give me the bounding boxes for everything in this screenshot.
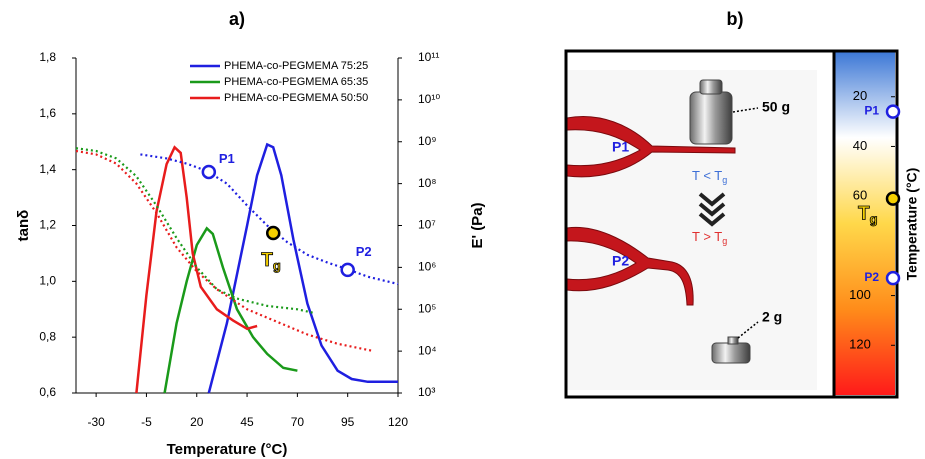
y-tick-label: 60 — [853, 188, 867, 203]
condition: T > Tg — [692, 229, 727, 246]
y-tick-label: 100 — [849, 287, 871, 302]
x-tick-label: -30 — [87, 415, 105, 429]
y-tick-label: 0,6 — [39, 385, 56, 399]
marker-label: P1 — [864, 104, 879, 118]
condition: T < Tg — [692, 168, 727, 185]
series-line — [163, 226, 298, 394]
x-axis-label: Temperature (°C) — [167, 441, 288, 458]
marker — [340, 262, 355, 278]
y-tick-label: 40 — [853, 138, 867, 153]
y2-tick-label: 10³ — [418, 385, 435, 399]
y-tick-label: 1,6 — [39, 106, 56, 120]
frame — [564, 49, 899, 399]
y2-tick-label: 10⁶ — [418, 260, 436, 274]
marker — [265, 225, 281, 241]
condition-text: T < T — [692, 168, 722, 183]
y-axis-label: Temperature (°C) — [904, 168, 920, 281]
y-tick-label: 1,8 — [39, 50, 56, 64]
y-tick-label: 120 — [849, 337, 871, 352]
marker-label: Tg — [858, 204, 878, 227]
x-tick-label: 45 — [240, 415, 254, 429]
marker-label-text: T — [261, 250, 273, 271]
y-axis-label: tanδ — [15, 210, 32, 242]
series-line — [207, 142, 398, 394]
y-tick-label: 20 — [853, 88, 867, 103]
condition-sub: g — [722, 236, 727, 246]
y-tick-label: 0,8 — [39, 329, 56, 343]
weight-label: 50 g — [762, 99, 790, 115]
x-tick-label: 70 — [291, 415, 305, 429]
series-line — [75, 147, 316, 315]
colorbar — [835, 52, 895, 395]
y-tick-label: 1,4 — [39, 162, 56, 176]
marker-label-text: T — [858, 204, 870, 225]
y2-tick-label: 10⁵ — [418, 301, 436, 315]
photo-label: P1 — [612, 139, 629, 155]
marker-label-text: P1 — [864, 104, 879, 118]
photo: P1 P2 50 g 2 g T < Tg T > Tg — [566, 52, 833, 395]
chart-title: a) — [229, 9, 245, 29]
marker — [885, 270, 901, 286]
marker — [885, 104, 901, 119]
series-line — [75, 149, 375, 353]
marker-label-text: P2 — [864, 270, 879, 284]
marker — [885, 191, 901, 206]
x-tick-label: 120 — [388, 415, 408, 429]
legend-label: PHEMA-co-PEGMEMA 65:35 — [224, 76, 368, 88]
y2-tick-label: 10¹⁰ — [418, 92, 440, 106]
marker-label-text: P1 — [219, 151, 235, 166]
y2-tick-label: 10⁷ — [418, 218, 436, 232]
y2-tick-label: 10⁸ — [418, 176, 436, 190]
marker-label-sub: g — [870, 212, 878, 227]
y-tick-label: 1,0 — [39, 274, 56, 288]
marker-label-sub: g — [273, 258, 281, 273]
series-line — [140, 153, 399, 286]
marker-label: P2 — [864, 270, 879, 284]
weight-label: 2 g — [762, 309, 782, 325]
photo-label: P2 — [612, 253, 629, 269]
legend-label: PHEMA-co-PEGMEMA 75:25 — [224, 60, 368, 72]
condition-sub: g — [722, 175, 727, 185]
y2-axis-label: E' (Pa) — [469, 202, 486, 248]
marker-label: Tg — [261, 250, 281, 273]
y2-tick-label: 10⁴ — [418, 343, 437, 357]
y2-tick-label: 10¹¹ — [418, 50, 439, 64]
y-tick-label: 1,2 — [39, 218, 56, 232]
y2-tick-label: 10⁹ — [418, 134, 437, 148]
x-tick-label: 95 — [341, 415, 355, 429]
x-tick-label: -5 — [141, 415, 152, 429]
x-tick-label: 20 — [190, 415, 204, 429]
marker-label: P2 — [356, 244, 372, 259]
condition-text: T > T — [692, 229, 722, 244]
marker-label-text: P2 — [356, 244, 372, 259]
legend-label: PHEMA-co-PEGMEMA 50:50 — [224, 92, 368, 104]
marker — [201, 164, 217, 180]
marker-label: P1 — [219, 151, 235, 166]
chart-title: b) — [727, 9, 744, 29]
